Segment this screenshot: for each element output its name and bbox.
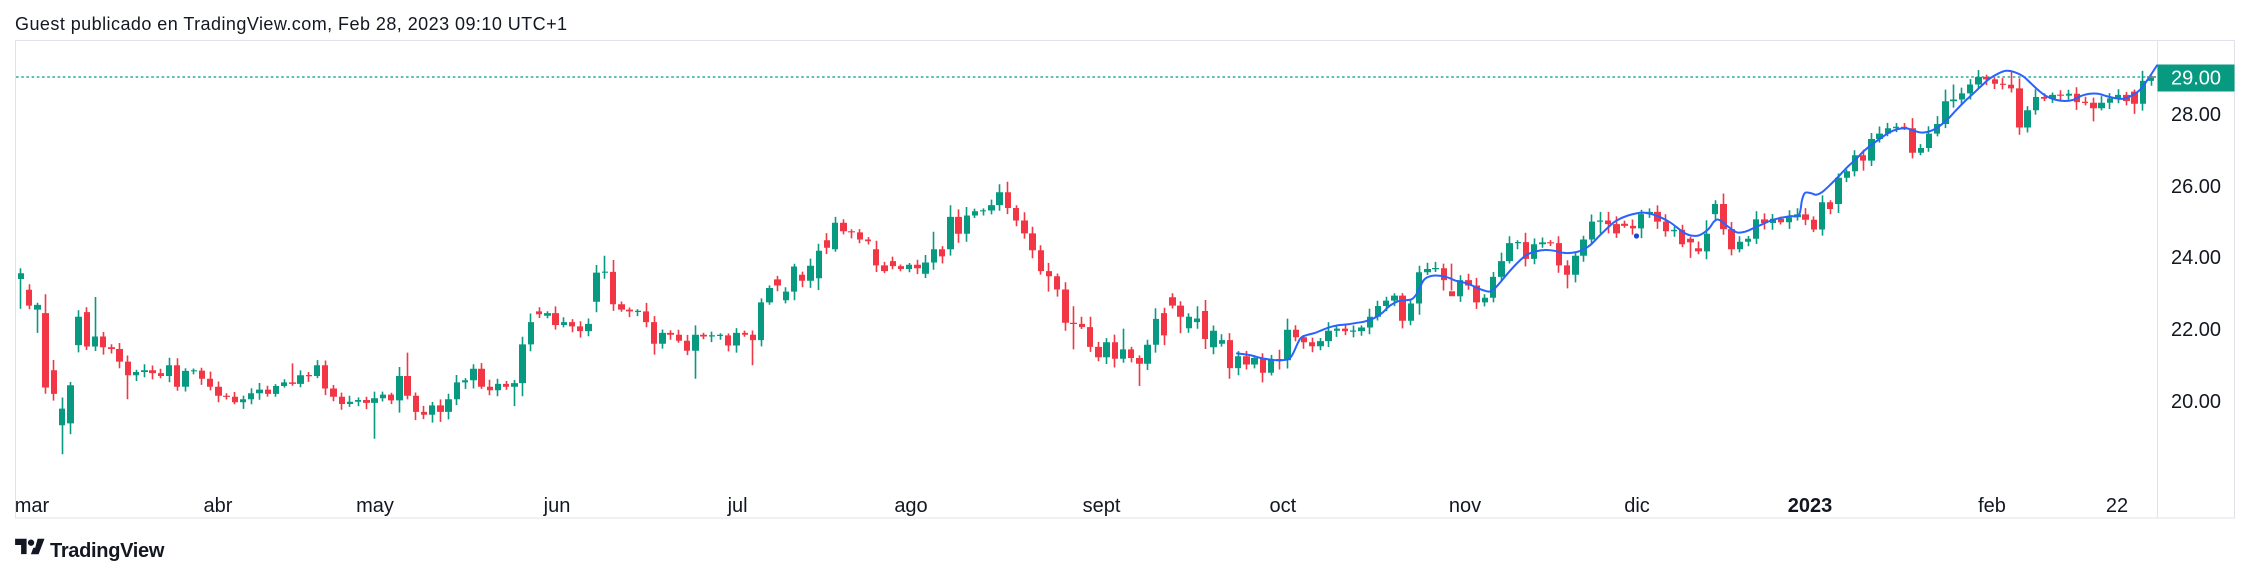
svg-text:20.00: 20.00 (2171, 391, 2221, 413)
svg-text:ago: ago (894, 495, 927, 517)
svg-text:may: may (356, 495, 394, 517)
svg-text:feb: feb (1978, 495, 2006, 517)
svg-text:28.00: 28.00 (2171, 104, 2221, 126)
svg-text:22.00: 22.00 (2171, 319, 2221, 341)
svg-text:mar: mar (15, 495, 50, 517)
svg-text:24.00: 24.00 (2171, 247, 2221, 269)
svg-text:abr: abr (204, 495, 233, 517)
svg-text:jul: jul (727, 495, 748, 517)
svg-text:dic: dic (1624, 495, 1650, 517)
svg-text:2023: 2023 (1788, 495, 1833, 517)
svg-text:22: 22 (2106, 495, 2128, 517)
svg-text:oct: oct (1269, 495, 1296, 517)
svg-text:jun: jun (543, 495, 571, 517)
svg-text:sept: sept (1083, 495, 1121, 517)
svg-text:Guest publicado en TradingView: Guest publicado en TradingView.com, Feb … (15, 14, 568, 34)
svg-text:TradingView: TradingView (50, 540, 165, 562)
svg-text:26.00: 26.00 (2171, 176, 2221, 198)
svg-text:nov: nov (1449, 495, 1481, 517)
svg-text:29.00: 29.00 (2171, 68, 2221, 90)
